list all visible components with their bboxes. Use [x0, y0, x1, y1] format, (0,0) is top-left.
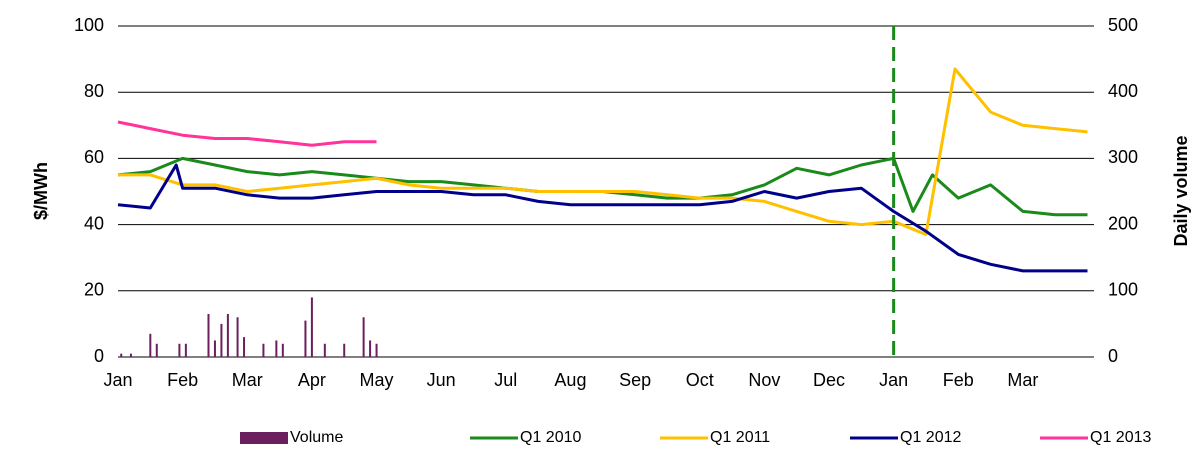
y2-tick-label: 300 [1108, 147, 1138, 167]
series-line [117, 156, 1088, 217]
volume-bar [120, 353, 123, 357]
volume-bar [369, 340, 372, 357]
volume-bar [281, 343, 284, 357]
volume-bar [207, 313, 210, 357]
legend-swatch [240, 432, 288, 444]
volume-bar [129, 353, 132, 357]
volume-bar [304, 320, 307, 357]
y2-tick-label: 0 [1108, 346, 1118, 366]
y-tick-label: 40 [84, 213, 104, 233]
volume-bar [375, 343, 378, 357]
x-tick-label: Dec [813, 370, 845, 390]
y-tick-label: 80 [84, 81, 104, 101]
legend-label: Q1 2010 [520, 429, 581, 446]
series-line [118, 67, 1088, 236]
legend-label: Volume [290, 429, 343, 446]
volume-bar [178, 343, 181, 357]
volume-bar [362, 317, 365, 357]
volume-bar [275, 340, 278, 357]
series-line [117, 120, 377, 147]
x-tick-label: Oct [686, 370, 714, 390]
x-tick-label: Jun [427, 370, 456, 390]
volume-bar [323, 343, 326, 357]
volume-bar [226, 313, 229, 357]
legend-label: Q1 2011 [710, 429, 770, 446]
x-tick-label: Aug [554, 370, 586, 390]
y-tick-label: 0 [94, 346, 104, 366]
volume-bar [149, 333, 152, 357]
legend-label: Q1 2013 [1090, 429, 1151, 446]
y-axis-label: $/MWh [31, 162, 51, 220]
volume-bar [262, 343, 265, 357]
y-tick-label: 20 [84, 280, 104, 300]
volume-bar [220, 323, 223, 357]
x-tick-label: Nov [748, 370, 780, 390]
x-tick-label: Jan [103, 370, 132, 390]
x-tick-label: Mar [1007, 370, 1038, 390]
y2-tick-label: 400 [1108, 81, 1138, 101]
x-tick-label: Jul [494, 370, 517, 390]
volume-bar [343, 343, 346, 357]
x-tick-label: Feb [167, 370, 198, 390]
volume-bar [184, 343, 187, 357]
x-tick-label: Apr [298, 370, 326, 390]
x-tick-label: May [360, 370, 394, 390]
volume-bar [236, 317, 239, 357]
y2-axis-label: Daily volume [1171, 135, 1191, 246]
x-tick-label: Feb [943, 370, 974, 390]
volume-bar [213, 340, 216, 357]
x-tick-label: Sep [619, 370, 651, 390]
y-tick-label: 60 [84, 147, 104, 167]
legend-label: Q1 2012 [900, 429, 961, 446]
y2-tick-label: 500 [1108, 15, 1138, 35]
x-tick-label: Mar [232, 370, 263, 390]
volume-bar [310, 297, 313, 357]
x-tick-label: Jan [879, 370, 908, 390]
series-line [117, 163, 1088, 273]
y2-tick-label: 100 [1108, 280, 1138, 300]
volume-bar [155, 343, 158, 357]
y-tick-label: 100 [74, 15, 104, 35]
volume-bar [243, 337, 246, 357]
y2-tick-label: 200 [1108, 213, 1138, 233]
